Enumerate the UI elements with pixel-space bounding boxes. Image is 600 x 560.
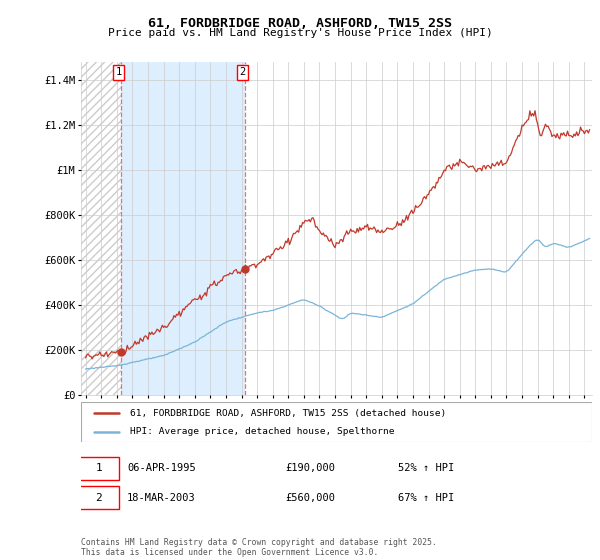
Bar bbox=[121, 62, 245, 395]
Text: 2: 2 bbox=[239, 67, 246, 77]
Text: £560,000: £560,000 bbox=[286, 493, 335, 503]
Text: £190,000: £190,000 bbox=[286, 463, 335, 473]
Text: HPI: Average price, detached house, Spelthorne: HPI: Average price, detached house, Spel… bbox=[130, 427, 394, 436]
Text: 06-APR-1995: 06-APR-1995 bbox=[127, 463, 196, 473]
Text: Contains HM Land Registry data © Crown copyright and database right 2025.
This d: Contains HM Land Registry data © Crown c… bbox=[81, 538, 437, 557]
Text: 52% ↑ HPI: 52% ↑ HPI bbox=[398, 463, 454, 473]
Text: 2: 2 bbox=[95, 493, 102, 503]
FancyBboxPatch shape bbox=[79, 456, 119, 480]
Text: Price paid vs. HM Land Registry's House Price Index (HPI): Price paid vs. HM Land Registry's House … bbox=[107, 28, 493, 38]
Bar bbox=[81, 62, 121, 395]
FancyBboxPatch shape bbox=[79, 486, 119, 510]
Text: 67% ↑ HPI: 67% ↑ HPI bbox=[398, 493, 454, 503]
Text: 1: 1 bbox=[116, 67, 122, 77]
Text: 61, FORDBRIDGE ROAD, ASHFORD, TW15 2SS: 61, FORDBRIDGE ROAD, ASHFORD, TW15 2SS bbox=[148, 17, 452, 30]
Text: 1: 1 bbox=[95, 463, 102, 473]
Text: 61, FORDBRIDGE ROAD, ASHFORD, TW15 2SS (detached house): 61, FORDBRIDGE ROAD, ASHFORD, TW15 2SS (… bbox=[130, 409, 446, 418]
Bar bbox=[245, 62, 592, 395]
Text: 18-MAR-2003: 18-MAR-2003 bbox=[127, 493, 196, 503]
